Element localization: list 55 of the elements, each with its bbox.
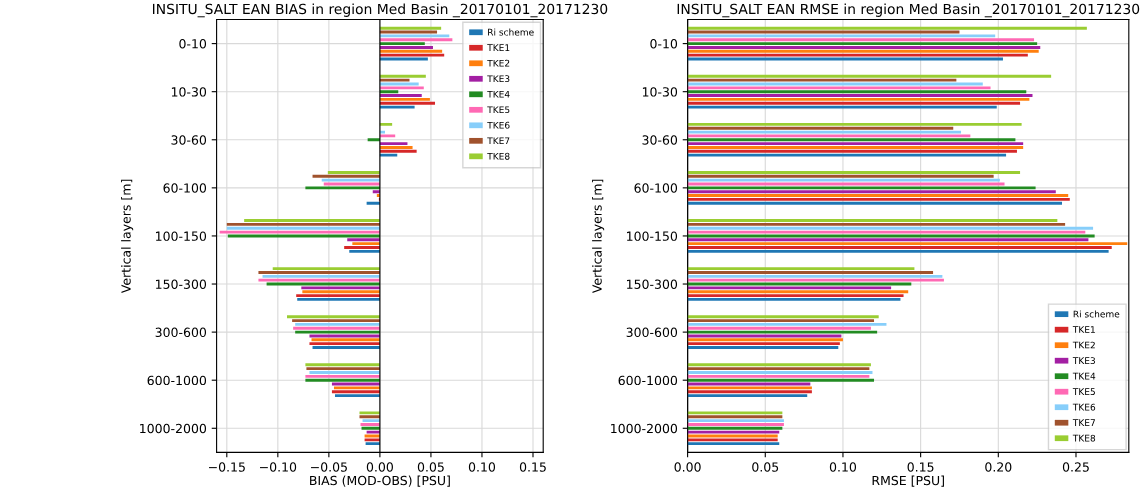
legend-label: TKE6 (1072, 403, 1096, 411)
legend-label: TKE1 (487, 44, 510, 51)
y-tick-label: 10-30 (171, 87, 207, 97)
legend-label: TKE6 (487, 121, 510, 129)
x-tick-label: −0.15 (208, 462, 245, 472)
legend-label: TKE1 (1072, 326, 1095, 333)
legend-label: TKE8 (487, 152, 510, 160)
legend-label: TKE5 (487, 106, 510, 114)
x-axis-title: RMSE [PSU] (872, 475, 944, 487)
y-tick-label: 600-1000 (147, 375, 207, 386)
y-tick-label: 0-10 (179, 39, 207, 49)
legend-label: TKE7 (487, 137, 510, 144)
y-tick-label: 1000-2000 (611, 423, 678, 434)
y-tick-label: 300-600 (155, 327, 207, 338)
legend-label: Ri scheme (1073, 310, 1120, 318)
chart-title: INSITU_SALT EAN BIAS in region Med Basin _20170101_20171230 (152, 3, 608, 18)
x-tick-label: −0.10 (260, 462, 297, 472)
y-tick-label: 30-60 (642, 135, 678, 145)
legend-label: TKE3 (1072, 357, 1095, 365)
legend-label: TKE8 (1072, 434, 1096, 442)
y-tick-label: 60-100 (634, 183, 678, 193)
y-tick-label: 100-150 (156, 231, 207, 241)
x-tick-label: 0.10 (829, 462, 857, 472)
y-tick-label: 30-60 (171, 135, 207, 145)
y-tick-label: 150-300 (627, 279, 678, 289)
x-tick-label: −0.05 (311, 462, 347, 472)
x-tick-label: 0.05 (752, 462, 779, 472)
legend-label: TKE5 (1072, 388, 1095, 396)
legend-label: TKE7 (1072, 419, 1095, 426)
y-tick-label: 100-150 (627, 231, 678, 241)
y-tick-label: 1000-2000 (140, 423, 207, 434)
legend-label: TKE4 (487, 90, 510, 98)
x-tick-label: 0.00 (674, 462, 701, 472)
legend-label: TKE2 (487, 59, 510, 67)
y-tick-label: 0-10 (650, 39, 678, 49)
x-tick-label: 0.15 (519, 462, 546, 472)
y-tick-label: 10-30 (642, 87, 678, 97)
legend-label: Ri scheme (488, 28, 534, 36)
legend-label: TKE4 (1072, 372, 1096, 380)
chart-title: INSITU_SALT EAN RMSE in region Med Basin _20170101_20171230 (677, 3, 1140, 18)
y-axis-title: Vertical layers [m] (592, 179, 605, 294)
x-tick-label: 0.10 (468, 462, 496, 472)
y-tick-label: 600-1000 (618, 375, 678, 386)
x-tick-label: 0.05 (417, 462, 444, 472)
y-tick-label: 150-300 (156, 279, 207, 289)
y-tick-label: 300-600 (626, 327, 678, 338)
y-axis-title: Vertical layers [m] (121, 179, 134, 294)
x-tick-label: 0.15 (907, 462, 934, 472)
x-tick-label: 0.25 (1062, 462, 1089, 472)
x-tick-label: 0.20 (985, 462, 1012, 472)
legend-label: TKE3 (487, 75, 510, 83)
x-tick-label: 0.00 (366, 462, 393, 472)
legend-label: TKE2 (1072, 341, 1095, 349)
y-tick-label: 60-100 (163, 183, 207, 193)
x-axis-title: BIAS (MOD-OBS) [PSU] (310, 475, 450, 487)
